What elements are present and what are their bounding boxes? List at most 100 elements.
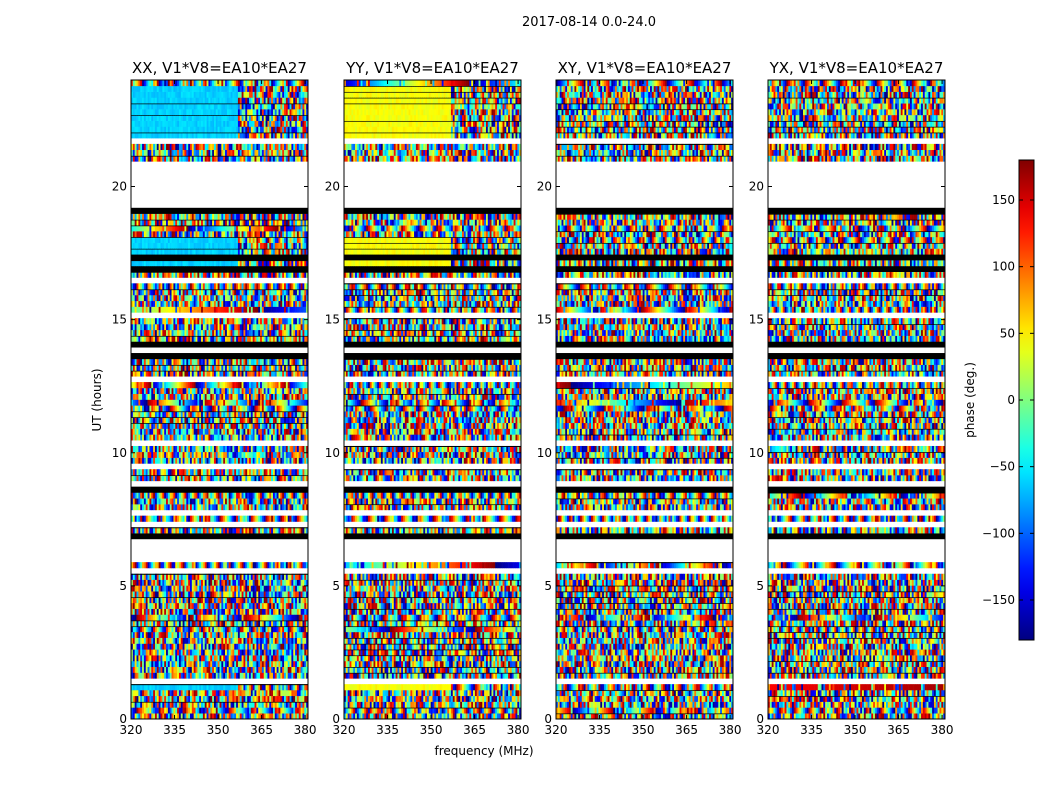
heatmap-cell bbox=[204, 649, 207, 656]
heatmap-cell bbox=[136, 631, 139, 638]
heatmap-cell bbox=[206, 393, 209, 400]
heatmap-cell bbox=[306, 591, 309, 598]
heatmap-cell bbox=[230, 713, 233, 720]
heatmap-cell bbox=[134, 475, 137, 482]
heatmap-cell bbox=[254, 695, 257, 702]
heatmap-cell bbox=[202, 382, 206, 389]
heatmap-cell bbox=[131, 631, 134, 638]
heatmap-cell bbox=[302, 660, 305, 668]
heatmap-cell bbox=[138, 643, 141, 650]
heatmap-cell bbox=[241, 562, 244, 569]
heatmap-cell bbox=[143, 602, 147, 609]
heatmap-cell bbox=[164, 469, 167, 476]
heatmap-cell bbox=[131, 387, 134, 394]
heatmap-cell bbox=[256, 358, 259, 365]
heatmap-cell bbox=[267, 323, 270, 331]
heatmap-cell bbox=[213, 475, 217, 482]
heatmap-cell bbox=[169, 660, 172, 668]
heatmap-cell bbox=[225, 382, 228, 389]
heatmap-cell bbox=[263, 318, 266, 325]
heatmap-cell bbox=[208, 382, 211, 389]
heatmap-cell bbox=[274, 323, 277, 331]
heatmap-cell bbox=[213, 457, 217, 464]
heatmap-cell bbox=[151, 387, 154, 394]
heatmap-cell bbox=[160, 364, 163, 371]
heatmap-cell bbox=[287, 370, 290, 377]
heatmap-cell bbox=[225, 475, 228, 482]
heatmap-cell bbox=[202, 626, 206, 633]
heatmap-cell bbox=[219, 608, 222, 615]
heatmap-cell bbox=[265, 492, 268, 499]
heatmap-cell bbox=[285, 573, 289, 580]
heatmap-cell bbox=[197, 469, 200, 476]
heatmap-cell bbox=[180, 591, 183, 598]
heatmap-cell bbox=[228, 405, 231, 412]
heatmap-cell bbox=[151, 614, 154, 621]
heatmap-cell bbox=[226, 445, 230, 453]
heatmap-cell bbox=[206, 655, 209, 662]
heatmap-cell bbox=[293, 382, 296, 389]
heatmap-cell bbox=[156, 573, 159, 580]
heatmap-cell bbox=[190, 649, 193, 656]
heatmap-cell bbox=[190, 585, 193, 592]
heatmap-cell bbox=[282, 451, 285, 458]
heatmap-cell bbox=[226, 422, 230, 429]
heatmap-cell bbox=[223, 660, 226, 668]
heatmap-cell bbox=[136, 655, 139, 662]
heatmap-cell bbox=[180, 422, 183, 429]
heatmap-cell bbox=[271, 631, 274, 638]
heatmap-cell bbox=[145, 608, 148, 615]
heatmap-cell bbox=[284, 498, 287, 505]
heatmap-cell bbox=[164, 382, 167, 389]
heatmap-cell bbox=[249, 608, 252, 615]
heatmap-cell bbox=[239, 591, 242, 598]
heatmap-cell bbox=[232, 562, 235, 569]
heatmap-cell bbox=[162, 614, 165, 621]
heatmap-cell bbox=[191, 666, 194, 673]
heatmap-cell bbox=[153, 713, 156, 720]
heatmap-cell bbox=[215, 579, 218, 586]
heatmap-cell bbox=[221, 382, 224, 389]
heatmap-cell bbox=[298, 457, 301, 464]
heatmap-cell bbox=[221, 597, 224, 604]
heatmap-cell bbox=[175, 387, 178, 394]
heatmap-cell bbox=[226, 626, 230, 633]
heatmap-cell bbox=[145, 660, 148, 668]
heatmap-cell bbox=[190, 498, 193, 505]
heatmap-cell bbox=[158, 666, 161, 673]
heatmap-cell bbox=[226, 631, 230, 638]
heatmap-cell bbox=[166, 666, 169, 673]
heatmap-cell bbox=[256, 457, 259, 464]
heatmap-cell bbox=[199, 562, 202, 569]
heatmap-cell bbox=[276, 329, 279, 336]
heatmap-cell bbox=[213, 318, 217, 325]
heatmap-cell bbox=[204, 329, 207, 336]
heatmap-cell bbox=[215, 631, 218, 638]
heatmap-cell bbox=[247, 475, 250, 482]
heatmap-cell bbox=[191, 387, 194, 394]
heatmap-cell bbox=[225, 358, 228, 365]
heatmap-cell bbox=[236, 457, 239, 464]
heatmap-cell bbox=[267, 515, 270, 522]
heatmap-cell bbox=[149, 597, 152, 604]
heatmap-cell bbox=[265, 475, 268, 482]
heatmap-cell bbox=[276, 707, 279, 714]
heatmap-cell bbox=[249, 684, 252, 691]
heatmap-cell bbox=[298, 498, 301, 505]
heatmap-cell bbox=[280, 660, 283, 668]
heatmap-cell bbox=[193, 498, 196, 505]
heatmap-cell bbox=[193, 358, 196, 365]
heatmap-cell bbox=[287, 445, 290, 453]
heatmap-cell bbox=[254, 492, 257, 499]
heatmap-cell bbox=[202, 602, 206, 609]
heatmap-cell bbox=[154, 405, 158, 412]
heatmap-cell bbox=[180, 323, 183, 331]
heatmap-cell bbox=[219, 358, 222, 365]
heatmap-cell bbox=[258, 649, 261, 656]
heatmap-cell bbox=[171, 695, 174, 702]
heatmap-cell bbox=[180, 411, 183, 418]
heatmap-cell bbox=[291, 608, 294, 615]
heatmap-cell bbox=[260, 405, 263, 412]
heatmap-cell bbox=[215, 620, 218, 627]
heatmap-cell bbox=[287, 602, 290, 609]
